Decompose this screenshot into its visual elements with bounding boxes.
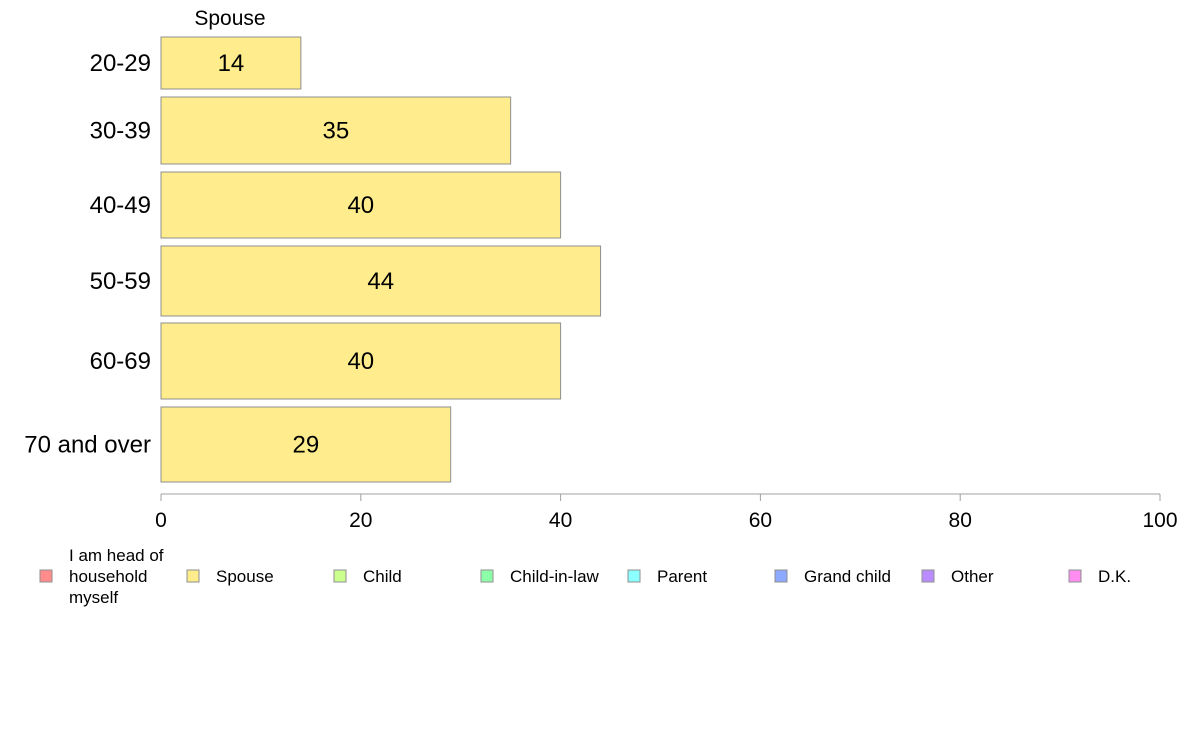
legend-label: Child-in-law xyxy=(510,567,600,586)
x-tick-label: 60 xyxy=(749,509,772,532)
bar xyxy=(160,322,562,400)
data-label: 40 xyxy=(347,192,374,219)
data-label: 35 xyxy=(322,118,349,145)
x-tick-label: 20 xyxy=(349,509,372,532)
data-label: 14 xyxy=(218,50,245,77)
category-label: 50-59 xyxy=(90,268,151,295)
legend-label: D.K. xyxy=(1098,567,1131,586)
data-label: 44 xyxy=(367,268,394,295)
legend-label: Other xyxy=(951,567,994,586)
category-label: 60-69 xyxy=(90,348,151,375)
x-tick-label: 40 xyxy=(549,509,572,532)
bars-layer: 20-29 14 30-39 35 40-49 40 50-59 44 60-69 40 70 an… xyxy=(24,36,602,483)
legend-label: Spouse xyxy=(216,567,274,586)
legend-swatch xyxy=(774,569,788,583)
chart-subtitle: Spouse xyxy=(194,7,265,30)
legend-label: Child xyxy=(363,567,402,586)
category-label: 40-49 xyxy=(90,192,151,219)
legend-swatch xyxy=(39,569,53,583)
x-tick-label: 80 xyxy=(949,509,972,532)
category-label: 70 and over xyxy=(24,432,151,459)
x-tick-label: 0 xyxy=(155,509,167,532)
legend-item: Parent xyxy=(627,567,707,586)
legend-swatch xyxy=(480,569,494,583)
legend-swatch xyxy=(333,569,347,583)
legend: I am head of household myself Spouse Child Ch… xyxy=(39,546,1131,607)
x-axis: 0 20 40 60 80 100 xyxy=(155,493,1178,532)
bar xyxy=(160,96,512,165)
legend-item: Spouse xyxy=(186,567,274,586)
legend-item: Child-in-law xyxy=(480,567,600,586)
bar xyxy=(160,406,452,483)
legend-item: Grand child xyxy=(774,567,891,586)
category-label: 20-29 xyxy=(90,50,151,77)
legend-item: D.K. xyxy=(1068,567,1131,586)
legend-swatch xyxy=(186,569,200,583)
category-label: 30-39 xyxy=(90,118,151,145)
bar xyxy=(160,245,602,317)
x-tick-label: 100 xyxy=(1142,509,1177,532)
data-label: 40 xyxy=(347,348,374,375)
legend-label: I am head of household myself xyxy=(69,546,164,607)
legend-swatch xyxy=(1068,569,1082,583)
legend-swatch xyxy=(627,569,641,583)
legend-item: Other xyxy=(921,567,994,586)
legend-item: Child xyxy=(333,567,402,586)
bar xyxy=(160,36,302,90)
legend-label: Grand child xyxy=(804,567,891,586)
legend-swatch xyxy=(921,569,935,583)
data-label: 29 xyxy=(293,432,320,459)
legend-label: Parent xyxy=(657,567,707,586)
bar xyxy=(160,171,562,239)
legend-item: I am head of household myself xyxy=(39,546,164,607)
